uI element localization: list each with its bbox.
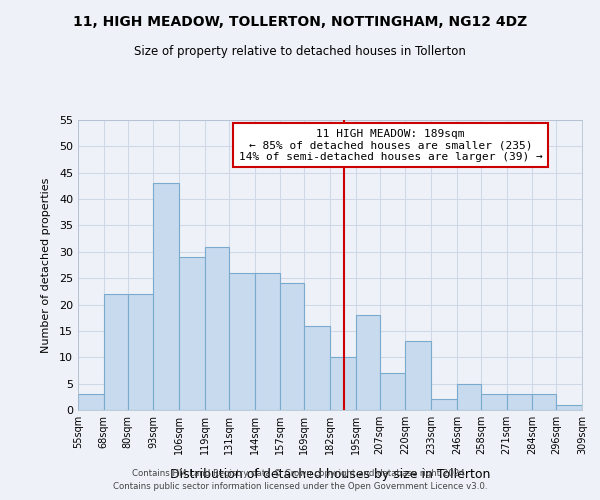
Bar <box>380 373 406 410</box>
Bar <box>304 326 330 410</box>
Text: 11 HIGH MEADOW: 189sqm
← 85% of detached houses are smaller (235)
14% of semi-de: 11 HIGH MEADOW: 189sqm ← 85% of detached… <box>239 128 542 162</box>
Bar <box>556 404 582 410</box>
Text: Size of property relative to detached houses in Tollerton: Size of property relative to detached ho… <box>134 45 466 58</box>
Bar <box>280 284 304 410</box>
Bar <box>506 394 532 410</box>
Bar <box>431 400 457 410</box>
Y-axis label: Number of detached properties: Number of detached properties <box>41 178 50 352</box>
Bar <box>406 342 431 410</box>
Bar <box>229 273 254 410</box>
Bar <box>481 394 506 410</box>
Bar <box>330 358 356 410</box>
Bar <box>78 394 104 410</box>
Bar <box>154 184 179 410</box>
Bar <box>128 294 154 410</box>
Bar <box>356 315 380 410</box>
Text: Contains public sector information licensed under the Open Government Licence v3: Contains public sector information licen… <box>113 482 487 491</box>
Bar <box>179 257 205 410</box>
Bar <box>254 273 280 410</box>
Bar <box>532 394 556 410</box>
Bar <box>104 294 128 410</box>
Text: Contains HM Land Registry data © Crown copyright and database right 2024.: Contains HM Land Registry data © Crown c… <box>132 468 468 477</box>
Bar <box>457 384 481 410</box>
Bar <box>582 404 600 410</box>
Bar <box>205 246 229 410</box>
Text: 11, HIGH MEADOW, TOLLERTON, NOTTINGHAM, NG12 4DZ: 11, HIGH MEADOW, TOLLERTON, NOTTINGHAM, … <box>73 15 527 29</box>
X-axis label: Distribution of detached houses by size in Tollerton: Distribution of detached houses by size … <box>170 468 490 481</box>
